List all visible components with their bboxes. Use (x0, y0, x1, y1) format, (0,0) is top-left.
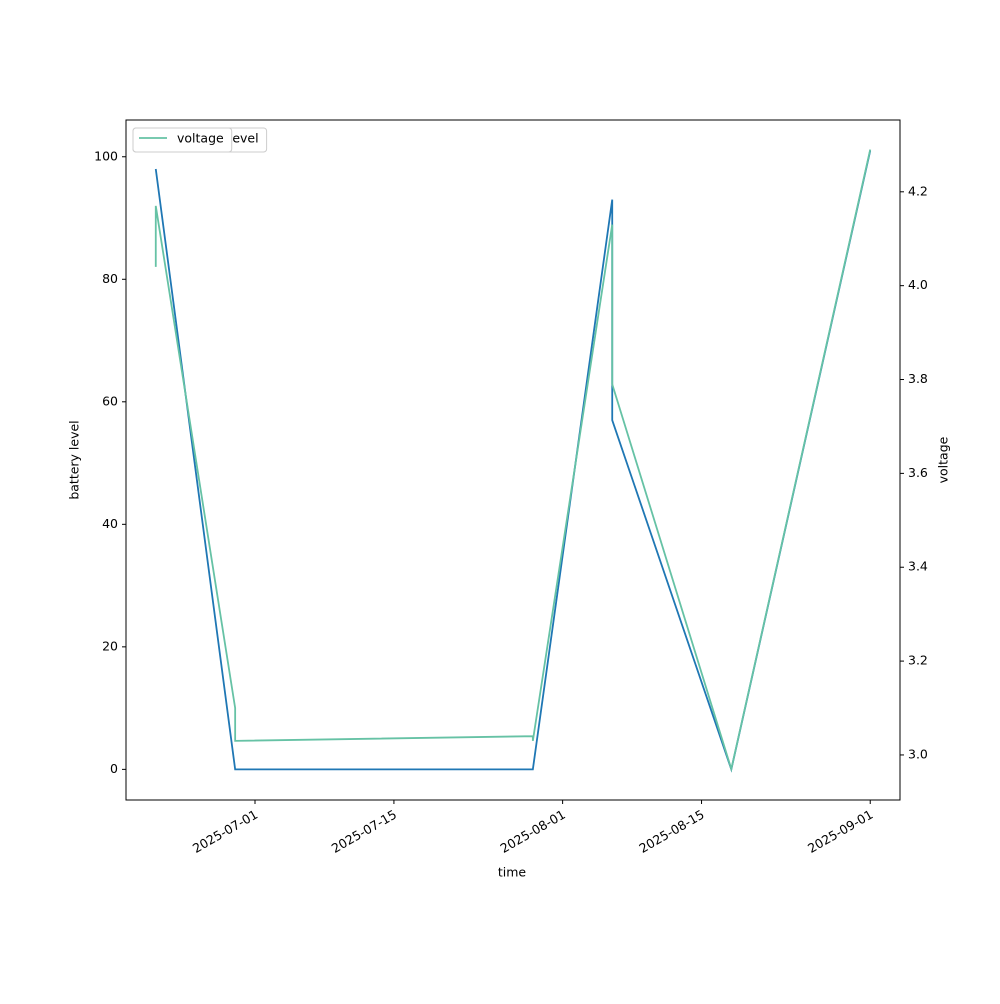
y2-tick-label: 3.6 (908, 465, 928, 480)
y-tick-label: 0 (110, 761, 118, 776)
y2-tick-label: 3.8 (908, 371, 928, 386)
y2-tick-label: 3.4 (908, 559, 928, 574)
x-axis-label: time (498, 865, 527, 880)
y-tick-label: 40 (102, 516, 118, 531)
x-tick-label: 2025-07-01 (190, 807, 260, 856)
y-axis-label: battery level (67, 420, 82, 499)
series-line (154, 149, 872, 773)
legend-label: voltage (177, 131, 224, 146)
y2-axis-label: voltage (936, 436, 951, 483)
y-tick-label: 60 (102, 393, 118, 408)
legend-box (132, 127, 233, 153)
series-line (154, 150, 872, 773)
x-tick-label: 2025-09-01 (805, 807, 875, 856)
x-tick-label: 2025-07-15 (329, 807, 399, 856)
y-tick-label: 80 (102, 271, 118, 286)
x-tick-label: 2025-08-15 (636, 807, 706, 856)
y2-tick-label: 3.0 (908, 746, 928, 761)
y-tick-label: 100 (94, 148, 118, 163)
x-tick-label: 2025-08-01 (497, 807, 567, 856)
y2-tick-label: 4.2 (908, 183, 928, 198)
plot-frame (125, 119, 901, 801)
y-tick-label: 20 (102, 638, 118, 653)
y2-tick-label: 3.2 (908, 653, 928, 668)
y2-tick-label: 4.0 (908, 277, 928, 292)
